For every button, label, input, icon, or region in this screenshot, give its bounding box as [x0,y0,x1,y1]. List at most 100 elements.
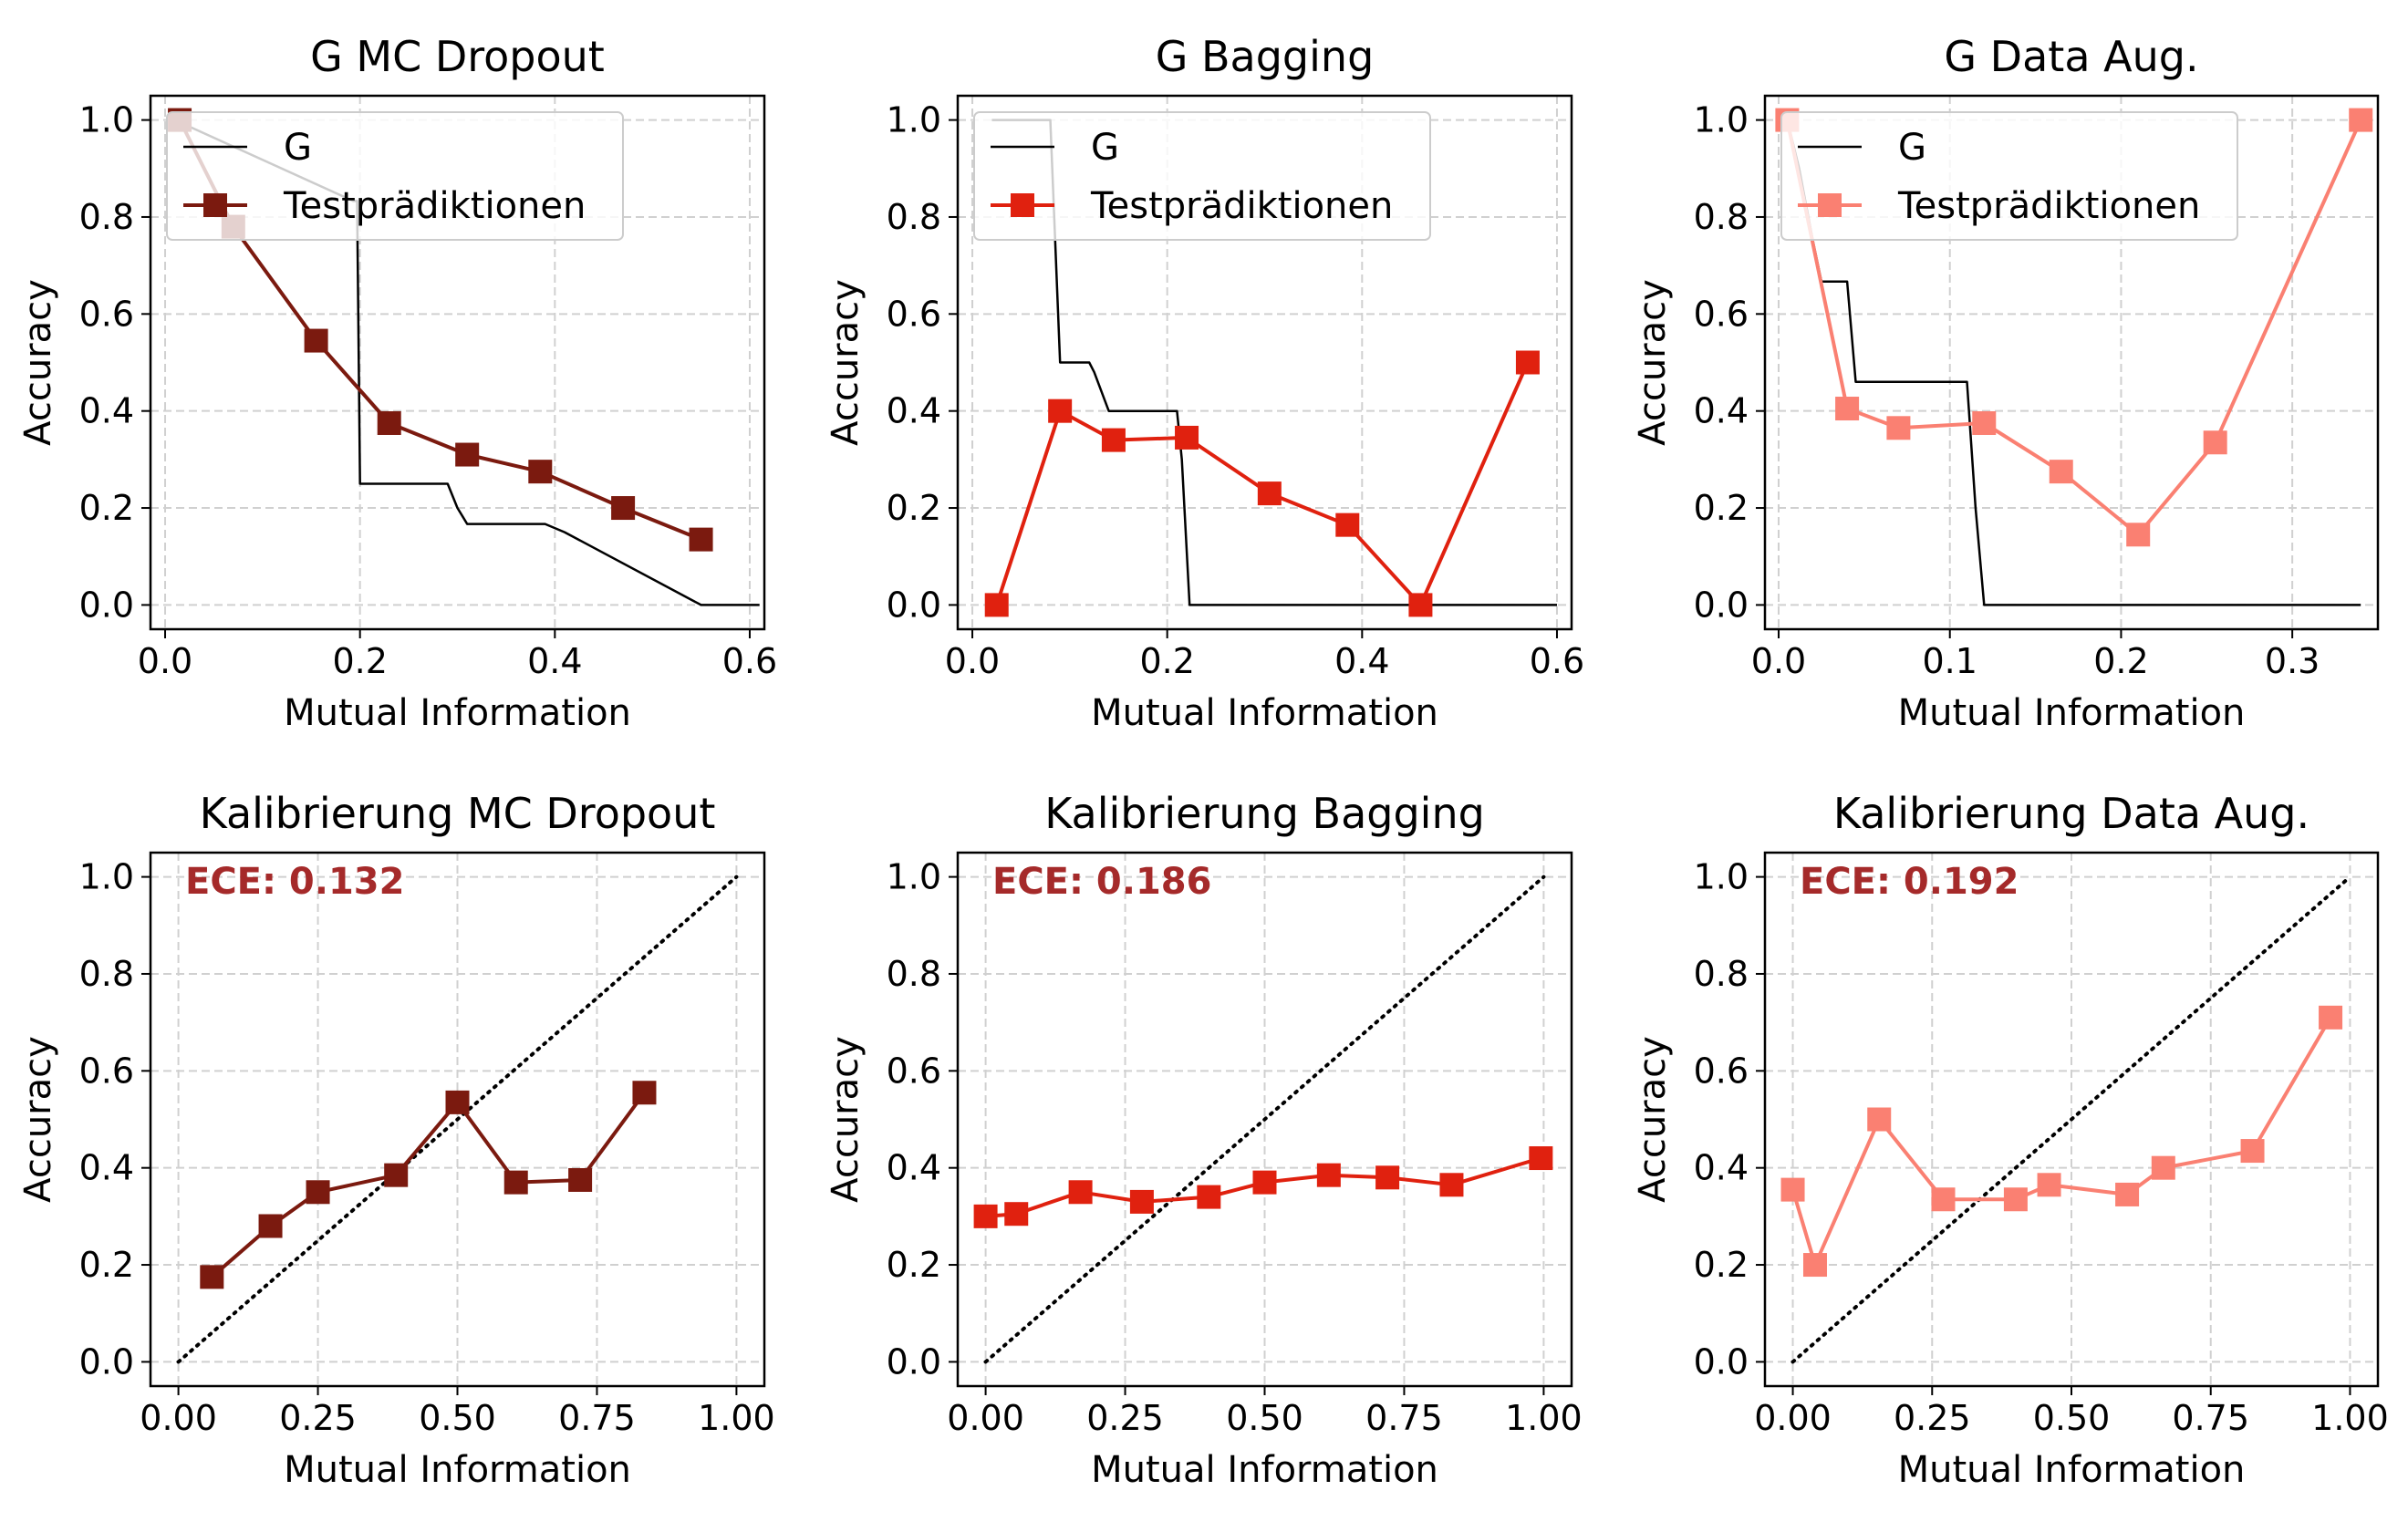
y-tick-label: 0.6 [1694,294,1749,334]
y-tick-label: 0.6 [79,1051,134,1091]
series-line [1790,1016,2332,1267]
subplot-2: 0.0 0.2 0.4 0.6 0.0 0.2 0.4 0.6 0.8 1.0 G Bagging M… [825,32,1584,734]
y-tick-label: 0.6 [79,294,134,334]
legend-label: Testprädiktionen [1090,185,1393,227]
legend: G Testprädiktionen [1780,111,2238,241]
y-axis-label: Accuracy [825,1036,867,1203]
subplot-1: 0.0 0.2 0.4 0.6 0.0 0.2 0.4 0.6 0.8 1.0 G MC Dropo… [17,32,777,734]
legend-box [973,111,1431,241]
subplot-title: G Bagging [1156,32,1375,81]
y-tick-label: 0.0 [79,585,134,625]
y-tick-label: 0.2 [1694,488,1749,528]
y-tick-label: 0.2 [79,488,134,528]
y-tick-label: 0.0 [887,585,941,625]
data-point [611,496,636,521]
data-point [258,1214,283,1238]
x-axis-label: Mutual Information [1091,692,1438,734]
x-tick-label: 0.75 [1365,1398,1443,1438]
y-tick-label: 0.2 [1694,1245,1749,1285]
data-point [1004,1202,1029,1227]
x-tick-label: 0.0 [138,641,192,681]
subplot-title: G MC Dropout [310,32,605,81]
data-point [973,1204,998,1228]
y-tick-label: 0.6 [887,294,941,334]
axes-frame [956,94,1573,631]
data-point [1802,1253,1827,1278]
y-tick-label: 0.8 [79,954,134,994]
y-tick-label: 0.2 [79,1245,134,1285]
x-tick-label: 0.0 [1751,641,1806,681]
legend: G Testprädiktionen [166,111,624,241]
data-point [200,1265,224,1289]
legend-label: Testprädiktionen [1897,185,2200,227]
y-tick-label: 0.8 [887,954,941,994]
y-tick-label: 0.4 [1694,391,1749,431]
y-tick-label: 1.0 [1694,100,1749,140]
data-point [1439,1173,1464,1197]
y-tick-label: 0.8 [887,197,941,237]
x-tick-label: 0.4 [1334,641,1389,681]
x-tick-label: 0.2 [1139,641,1194,681]
subplot-title: Kalibrierung Data Aug. [1833,789,2309,838]
subplot-3: 0.0 0.1 0.2 0.3 0.0 0.2 0.4 0.6 0.8 1.0 G Data Aug… [1632,32,2380,734]
axes-frame [1763,94,2380,631]
y-tick-label: 0.4 [79,1148,134,1188]
series-line [178,119,702,542]
legend-box [166,111,624,241]
data-point [1129,1189,1154,1214]
y-tick-label: 0.8 [79,197,134,237]
y-tick-label: 0.4 [79,391,134,431]
data-point [689,527,713,552]
data-point [1529,1146,1553,1171]
y-tick-label: 0.4 [1694,1148,1749,1188]
data-point [445,1090,470,1114]
data-point [304,328,328,353]
data-point [1835,397,1860,421]
data-point [2126,523,2151,547]
y-tick-label: 1.0 [79,100,134,140]
legend-marker [1818,193,1842,217]
x-axis-label: Mutual Information [284,1449,631,1491]
data-point [2240,1139,2265,1164]
data-point [984,593,1009,617]
data-point [1316,1163,1341,1187]
data-point [1408,593,1433,617]
y-axis-label: Accuracy [825,279,867,446]
data-point [384,1163,409,1187]
y-tick-label: 0.6 [1694,1051,1749,1091]
data-point [1972,410,1997,435]
x-tick-label: 0.3 [2265,641,2320,681]
data-point [528,460,553,484]
y-tick-label: 1.0 [887,100,941,140]
x-tick-label: 0.25 [279,1398,357,1438]
legend-box [1780,111,2238,241]
legend-label: Testprädiktionen [283,185,586,227]
data-point [1780,1177,1805,1202]
ece-annotation: ECE: 0.192 [1800,861,2019,903]
legend-label: G [1091,127,1119,169]
data-point [1257,481,1282,506]
y-tick-label: 1.0 [79,857,134,897]
data-point [2049,460,2073,484]
y-tick-label: 0.0 [1694,1341,1749,1382]
y-axis-label: Accuracy [1632,1036,1674,1203]
data-point [2037,1173,2061,1197]
subplot-title: Kalibrierung Bagging [1044,789,1485,838]
data-point [1048,399,1073,423]
data-point [1068,1180,1093,1205]
data-point [2115,1182,2140,1206]
y-tick-label: 0.2 [887,488,941,528]
y-tick-label: 0.6 [887,1051,941,1091]
x-tick-label: 0.00 [140,1398,217,1438]
data-point [1515,350,1540,375]
subplot-title: G Data Aug. [1944,32,2198,81]
x-tick-label: 0.50 [419,1398,496,1438]
y-axis-label: Accuracy [17,1036,59,1203]
x-tick-label: 0.25 [1086,1398,1164,1438]
x-tick-label: 0.00 [1754,1398,1832,1438]
legend-label: G [1898,127,1926,169]
data-point [306,1180,330,1205]
x-tick-label: 0.25 [1894,1398,1971,1438]
data-point [1335,512,1360,537]
data-point [1175,425,1199,450]
